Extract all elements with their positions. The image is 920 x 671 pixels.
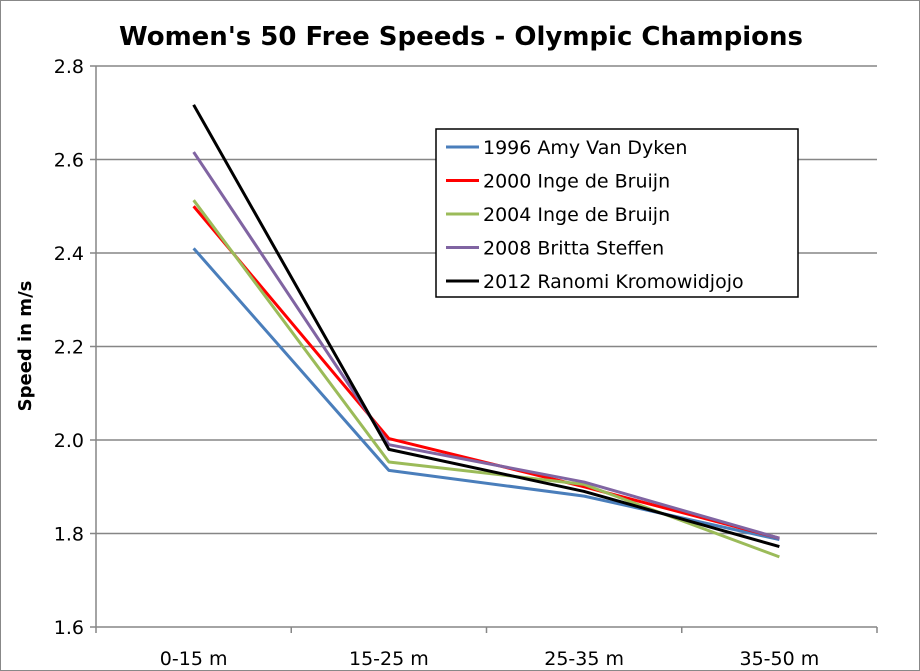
y-tick-label: 1.8 (54, 524, 84, 546)
legend-label: 2004 Inge de Bruijn (483, 204, 670, 226)
y-tick-label: 2.6 (54, 150, 84, 172)
y-tick-label: 2.2 (54, 337, 84, 359)
y-tick-label: 2.8 (54, 56, 84, 78)
x-tick-label: 0-15 m (160, 648, 228, 670)
legend-label: 1996 Amy Van Dyken (483, 137, 687, 159)
legend-label: 2000 Inge de Bruijn (483, 171, 670, 193)
chart-title: Women's 50 Free Speeds - Olympic Champio… (119, 22, 803, 52)
y-tick-label: 1.6 (54, 617, 84, 639)
y-tick-label: 2.4 (54, 243, 84, 265)
y-axis-label: Speed in m/s (15, 281, 36, 412)
legend-box (435, 128, 799, 298)
series-line-3 (192, 151, 780, 540)
x-tick-label: 15-25 m (349, 648, 429, 670)
y-tick-label: 2.0 (54, 430, 84, 452)
series-line-2 (192, 199, 780, 559)
legend-label: 2008 Britta Steffen (483, 238, 664, 260)
x-tick-label: 25-35 m (544, 648, 624, 670)
legend-label: 2012 Ranomi Kromowidjojo (483, 271, 744, 293)
x-tick-label: 35-50 m (739, 648, 819, 670)
series-line-4 (192, 104, 780, 549)
